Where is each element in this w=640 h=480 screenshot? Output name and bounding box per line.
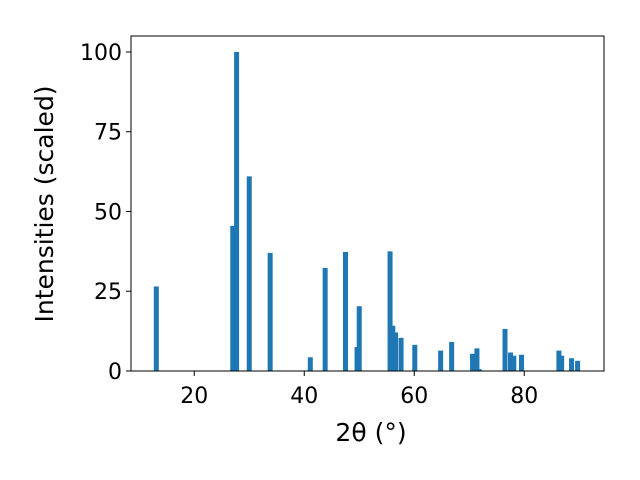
plot-background [131, 36, 604, 371]
bar-25 [559, 355, 565, 371]
x-tick-label-20: 20 [180, 384, 208, 409]
bar-15 [438, 350, 444, 371]
y-tick-label-75: 75 [94, 121, 122, 146]
y-tick-label-50: 50 [94, 200, 122, 225]
bars-layer [153, 51, 581, 371]
bar-5 [307, 357, 313, 371]
x-axis-ticks: 20 40 60 80 [180, 371, 538, 409]
bar-27 [575, 360, 581, 371]
bar-22 [511, 355, 517, 371]
x-tick-label-40: 40 [290, 384, 318, 409]
bar-0 [153, 286, 159, 371]
bar-9 [356, 306, 362, 371]
x-axis-label: 2θ (°) [335, 418, 406, 447]
bar-6 [322, 267, 328, 371]
bar-2 [234, 51, 240, 371]
bar-10 [387, 251, 393, 371]
bar-23 [519, 354, 524, 371]
bar-13 [398, 337, 404, 371]
x-tick-label-60: 60 [400, 384, 428, 409]
y-tick-label-0: 0 [108, 360, 122, 385]
y-axis-label: Intensities (scaled) [30, 85, 59, 322]
y-axis-ticks: 0 25 50 75 100 [80, 41, 131, 385]
y-tick-label-25: 25 [94, 280, 122, 305]
bar-21 [508, 352, 513, 371]
bar-16 [449, 341, 455, 371]
bar-11 [390, 325, 396, 371]
plot-frame [130, 35, 605, 372]
x-tick-label-80: 80 [510, 384, 538, 409]
bar-7 [343, 252, 348, 371]
bar-14 [412, 344, 418, 371]
bar-24 [556, 350, 562, 371]
bar-12 [393, 332, 399, 371]
bar-17 [470, 353, 476, 371]
y-tick-label-100: 100 [80, 41, 122, 66]
bar-19 [476, 369, 482, 371]
bar-3 [246, 176, 252, 371]
bar-1 [230, 225, 236, 371]
bar-26 [569, 358, 575, 371]
bar-20 [502, 328, 508, 371]
bar-4 [267, 252, 273, 371]
bar-18 [474, 348, 480, 371]
